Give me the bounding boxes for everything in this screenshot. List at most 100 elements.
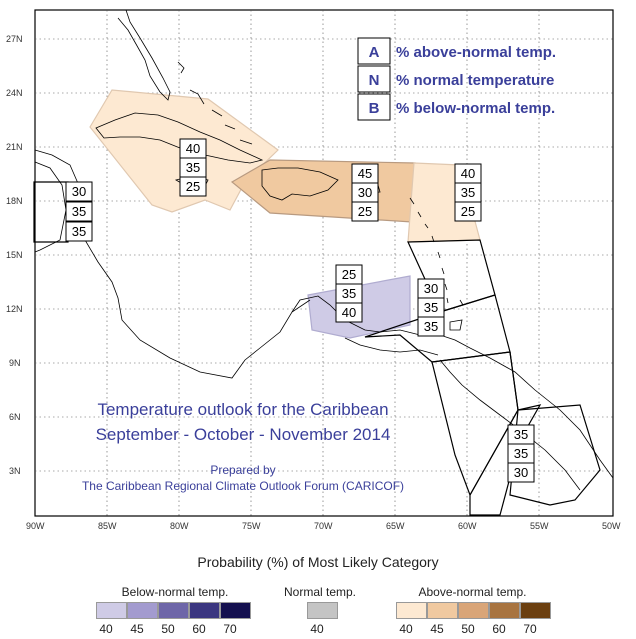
hispaniola-coast: [261, 167, 339, 201]
lon-label: 90W: [26, 521, 45, 531]
trinidad-coast: [449, 319, 463, 331]
prob-box-belize: 30 35 35: [65, 181, 93, 242]
prob-normal: 35: [186, 160, 200, 175]
lat-label: 21N: [6, 142, 23, 152]
tick-above: 40: [399, 622, 413, 636]
prob-normal: 35: [424, 300, 438, 315]
tick-below: 50: [161, 622, 175, 636]
lat-label: 15N: [6, 250, 23, 260]
prob-box-windward: 30 35 35: [417, 278, 445, 337]
above-normal-label: Above-normal temp.: [418, 585, 527, 599]
prob-normal: 35: [342, 286, 356, 301]
swatch-above-60: [489, 602, 520, 619]
key-box-n: [357, 65, 391, 93]
orinoco-region: [439, 359, 581, 491]
lat-label: 12N: [6, 304, 23, 314]
guianas-zone: [509, 404, 601, 506]
prob-box-guianas: 35 35 30: [507, 424, 535, 483]
key-letter-n: N: [369, 72, 380, 89]
lat-label: 18N: [6, 196, 23, 206]
lon-label: 60W: [458, 521, 477, 531]
lesser-antilles-coast: [409, 197, 464, 306]
longitude-labels: 90W 85W 80W 75W 70W 65W 60W 55W 50W: [26, 521, 621, 531]
swatch-below-70: [220, 602, 251, 619]
prob-box-hispaniola: 45 30 25: [351, 163, 379, 222]
map-title: Temperature outlook for the Caribbean: [97, 400, 388, 419]
prob-below: 35: [424, 319, 438, 334]
prob-below: 35: [72, 224, 86, 239]
lon-label: 80W: [170, 521, 189, 531]
swatch-normal-40: [307, 602, 338, 619]
lon-label: 85W: [98, 521, 117, 531]
swatch-above-45: [427, 602, 458, 619]
map-subtitle: September - October - November 2014: [96, 425, 391, 444]
prob-box-abc-islands: 25 35 40: [335, 264, 363, 323]
lon-label: 65W: [386, 521, 405, 531]
prob-normal: 35: [514, 446, 528, 461]
swatch-below-45: [127, 602, 158, 619]
key-box-b: [357, 93, 391, 121]
prob-above: 35: [514, 427, 528, 442]
swatch-above-40: [396, 602, 427, 619]
swatch-below-40: [96, 602, 127, 619]
lat-label: 6N: [9, 412, 21, 422]
colorbar-legend: Probability (%) of Most Likely Category …: [0, 540, 636, 639]
lat-label: 24N: [6, 88, 23, 98]
tick-below: 40: [99, 622, 113, 636]
lon-label: 70W: [314, 521, 333, 531]
swatch-above-70: [520, 602, 551, 619]
prob-above: 40: [186, 141, 200, 156]
key-text-b: % below-normal temp.: [396, 100, 555, 117]
prob-box-cuba-jamaica: 40 35 25: [179, 138, 207, 197]
swatch-above-50: [458, 602, 489, 619]
prob-normal: 35: [461, 185, 475, 200]
prob-below: 25: [358, 204, 372, 219]
tick-above: 45: [430, 622, 444, 636]
tick-below: 70: [223, 622, 237, 636]
lat-label: 9N: [9, 358, 21, 368]
lat-label: 27N: [6, 34, 23, 44]
suriname-zone: [469, 351, 542, 516]
key-letter-b: B: [369, 100, 380, 117]
prob-below: 30: [514, 465, 528, 480]
normal-label: Normal temp.: [283, 585, 357, 599]
swatch-below-50: [158, 602, 189, 619]
prob-above: 45: [358, 166, 372, 181]
prob-above: 25: [342, 267, 356, 282]
key-box-a: [357, 37, 391, 65]
key-text-n: % normal temperature: [396, 72, 554, 89]
lat-label: 3N: [9, 466, 21, 476]
prob-box-lesser-antilles: 40 35 25: [454, 163, 482, 222]
cuba-coast: [95, 112, 264, 164]
prob-below: 25: [186, 179, 200, 194]
prob-above: 30: [72, 184, 86, 199]
prob-normal: 30: [358, 185, 372, 200]
tick-normal: 40: [310, 622, 324, 636]
lon-label: 55W: [530, 521, 549, 531]
florida-coast: [117, 9, 171, 101]
venezuela-coast: [344, 337, 439, 356]
lon-label: 75W: [242, 521, 261, 531]
prob-above: 30: [424, 281, 438, 296]
prob-above: 40: [461, 166, 475, 181]
tick-below: 45: [130, 622, 144, 636]
tick-below: 60: [192, 622, 206, 636]
category-key: A % above-normal temp. N % normal temper…: [357, 37, 556, 121]
latitude-labels: 27N 24N 21N 18N 15N 12N 9N 6N 3N: [6, 34, 23, 476]
prepared-by-label: Prepared by: [210, 463, 275, 477]
prob-below: 40: [342, 305, 356, 320]
swatch-below-60: [189, 602, 220, 619]
key-text-a: % above-normal temp.: [396, 44, 556, 61]
below-normal-label: Below-normal temp.: [121, 585, 229, 599]
tick-above: 70: [523, 622, 537, 636]
key-letter-a: A: [369, 44, 380, 61]
bahamas-coast: [177, 61, 253, 145]
belize-zone: [33, 181, 69, 243]
prepared-by-org: The Caribbean Regional Climate Outlook F…: [82, 479, 404, 493]
tick-above: 50: [461, 622, 475, 636]
lon-label: 50W: [602, 521, 621, 531]
caribbean-outlook-map: 27N 24N 21N 18N 15N 12N 9N 6N 3N 90W 85W…: [6, 9, 621, 531]
tick-above: 60: [492, 622, 506, 636]
colorbar-title: Probability (%) of Most Likely Category: [197, 554, 439, 570]
prob-normal: 35: [72, 204, 86, 219]
